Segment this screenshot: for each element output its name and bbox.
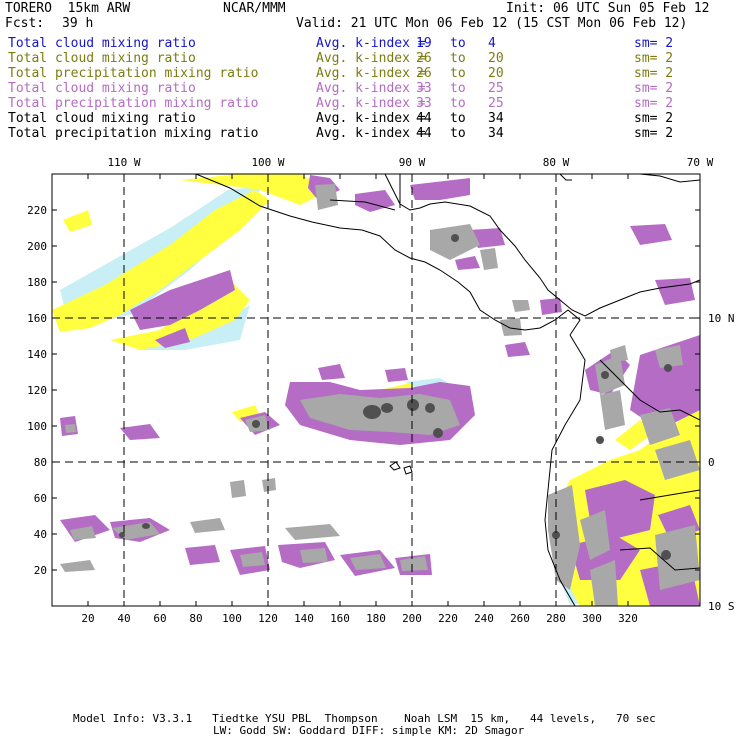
legend-k1: 44 [416,126,432,141]
bottom-grid-label: 240 [474,612,494,625]
bottom-grid-label: 160 [330,612,350,625]
legend-stat: Avg. k-index = [316,36,426,51]
legend-to: to [450,111,466,126]
longitude-label: 80 W [543,156,570,169]
forecast-label: Fcst: [5,16,45,31]
legend-field: Total cloud mixing ratio [8,111,196,126]
left-grid-label: 80 [34,456,47,469]
left-grid-label: 60 [34,492,47,505]
longitude-label: 100 W [251,156,284,169]
graticule [52,174,700,606]
bottom-grid-label: 200 [402,612,422,625]
legend-k2: 20 [488,51,504,66]
bottom-grid-label: 260 [510,612,530,625]
init-time: Init: 06 UTC Sun 05 Feb 12 [506,1,710,16]
legend-sm: sm= 2 [634,51,674,66]
latitude-label: 0 [708,456,715,469]
left-grid-label: 160 [27,312,47,325]
legend-sm: sm= 2 [634,126,674,141]
bottom-grid-label: 300 [582,612,602,625]
legend-to: to [450,126,466,141]
legend-to: to [450,66,466,81]
legend-k2: 34 [488,126,504,141]
legend-k1: 19 [416,36,432,51]
weather-map: 220 200 180 160 140 120 100 80 60 40 20 20 40 60 80 100… [27,156,735,625]
legend-sm: sm= 2 [634,36,674,51]
valid-time: Valid: 21 UTC Mon 06 Feb 12 (15 CST Mon … [296,16,688,31]
legend-sm: sm= 2 [634,111,674,126]
left-grid-label: 140 [27,348,47,361]
legend-field: Total precipitation mixing ratio [8,66,259,81]
left-grid-label: 220 [27,204,47,217]
bottom-grid-label: 60 [153,612,166,625]
legend-sm: sm= 2 [634,96,674,111]
axis-ticks [52,174,700,606]
left-grid-label: 120 [27,384,47,397]
longitude-label: 90 W [399,156,426,169]
left-grid-label: 200 [27,240,47,253]
legend-sm: sm= 2 [634,81,674,96]
bottom-grid-label: 140 [294,612,314,625]
bottom-grid-label: 20 [81,612,94,625]
model-info-line1: Model Info: V3.3.1 Tiedtke YSU PBL Thomp… [73,712,656,725]
legend-stat: Avg. k-index = [316,126,426,141]
legend-stat: Avg. k-index = [316,51,426,66]
latitude-label: 10 S [708,600,735,613]
legend-k1: 26 [416,51,432,66]
legend-stat: Avg. k-index = [316,96,426,111]
legend-k2: 25 [488,81,504,96]
bottom-grid-label: 280 [546,612,566,625]
bottom-grid-label: 320 [618,612,638,625]
legend-stat: Avg. k-index = [316,111,426,126]
bottom-grid-label: 220 [438,612,458,625]
legend-sm: sm= 2 [634,66,674,81]
bottom-grid-label: 80 [189,612,202,625]
coastlines [195,174,700,606]
legend-k1: 33 [416,81,432,96]
legend-to: to [450,51,466,66]
legend-field: Total precipitation mixing ratio [8,96,259,111]
legend-k2: 25 [488,96,504,111]
legend-stat: Avg. k-index = [316,81,426,96]
legend-k1: 44 [416,111,432,126]
legend-field: Total cloud mixing ratio [8,81,196,96]
legend-k2: 34 [488,111,504,126]
left-grid-label: 40 [34,528,47,541]
bottom-grid-label: 100 [222,612,242,625]
bottom-grid-label: 120 [258,612,278,625]
longitude-label: 110 W [107,156,140,169]
legend-k2: 20 [488,66,504,81]
bottom-grid-label: 40 [117,612,130,625]
dark-gray-cells [119,234,672,560]
left-grid-label: 20 [34,564,47,577]
gray-field [60,184,700,606]
legend-k1: 26 [416,66,432,81]
legend-field: Total cloud mixing ratio [8,51,196,66]
longitude-label: 70 W [687,156,714,169]
legend-k2: 4 [488,36,496,51]
model-title: TORERO 15km ARW [5,1,131,16]
legend-field: Total precipitation mixing ratio [8,126,259,141]
legend-k1: 33 [416,96,432,111]
legend-to: to [450,36,466,51]
legend-field: Total cloud mixing ratio [8,36,196,51]
left-grid-label: 180 [27,276,47,289]
legend-to: to [450,81,466,96]
legend-to: to [450,96,466,111]
model-info-line2: LW: Godd SW: Goddard DIFF: simple KM: 2D… [213,724,525,737]
latitude-label: 10 N [708,312,735,325]
left-grid-label: 100 [27,420,47,433]
bottom-grid-label: 180 [366,612,386,625]
forecast-hours: 39 h [62,16,94,31]
organization: NCAR/MMM [223,1,286,16]
legend-stat: Avg. k-index = [316,66,426,81]
